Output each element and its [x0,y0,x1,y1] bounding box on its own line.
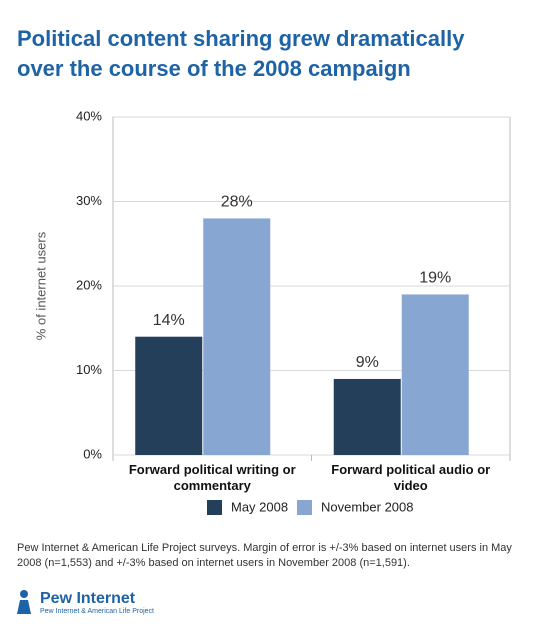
legend-swatch [297,500,312,515]
bar [203,218,271,455]
value-label: 14% [153,312,185,329]
y-tick-label: 10% [76,362,102,377]
bar [135,336,203,455]
bar [401,294,469,455]
value-label: 19% [419,270,451,287]
y-axis-label: % of internet users [33,231,48,340]
y-tick-label: 30% [76,193,102,208]
value-label: 28% [221,194,253,211]
x-tick-label: Forward political writing or commentary [128,462,296,493]
logo-text: Pew Internet [40,590,136,607]
legend-label: November 2008 [321,499,414,514]
y-tick-label: 20% [76,277,102,292]
y-tick-label: 40% [76,108,102,123]
chart-title: Political content sharing grew dramatica… [17,26,465,81]
value-label: 9% [356,354,379,371]
footnote: Pew Internet & American Life Project sur… [17,542,512,569]
y-tick-label: 0% [83,446,102,461]
legend-swatch [207,500,222,515]
bar [333,378,401,455]
x-tick-label: Forward political audio or video [331,462,491,493]
logo-subtext: Pew Internet & American Life Project [40,608,154,615]
logo-icon [17,590,31,614]
legend-label: May 2008 [231,499,288,514]
